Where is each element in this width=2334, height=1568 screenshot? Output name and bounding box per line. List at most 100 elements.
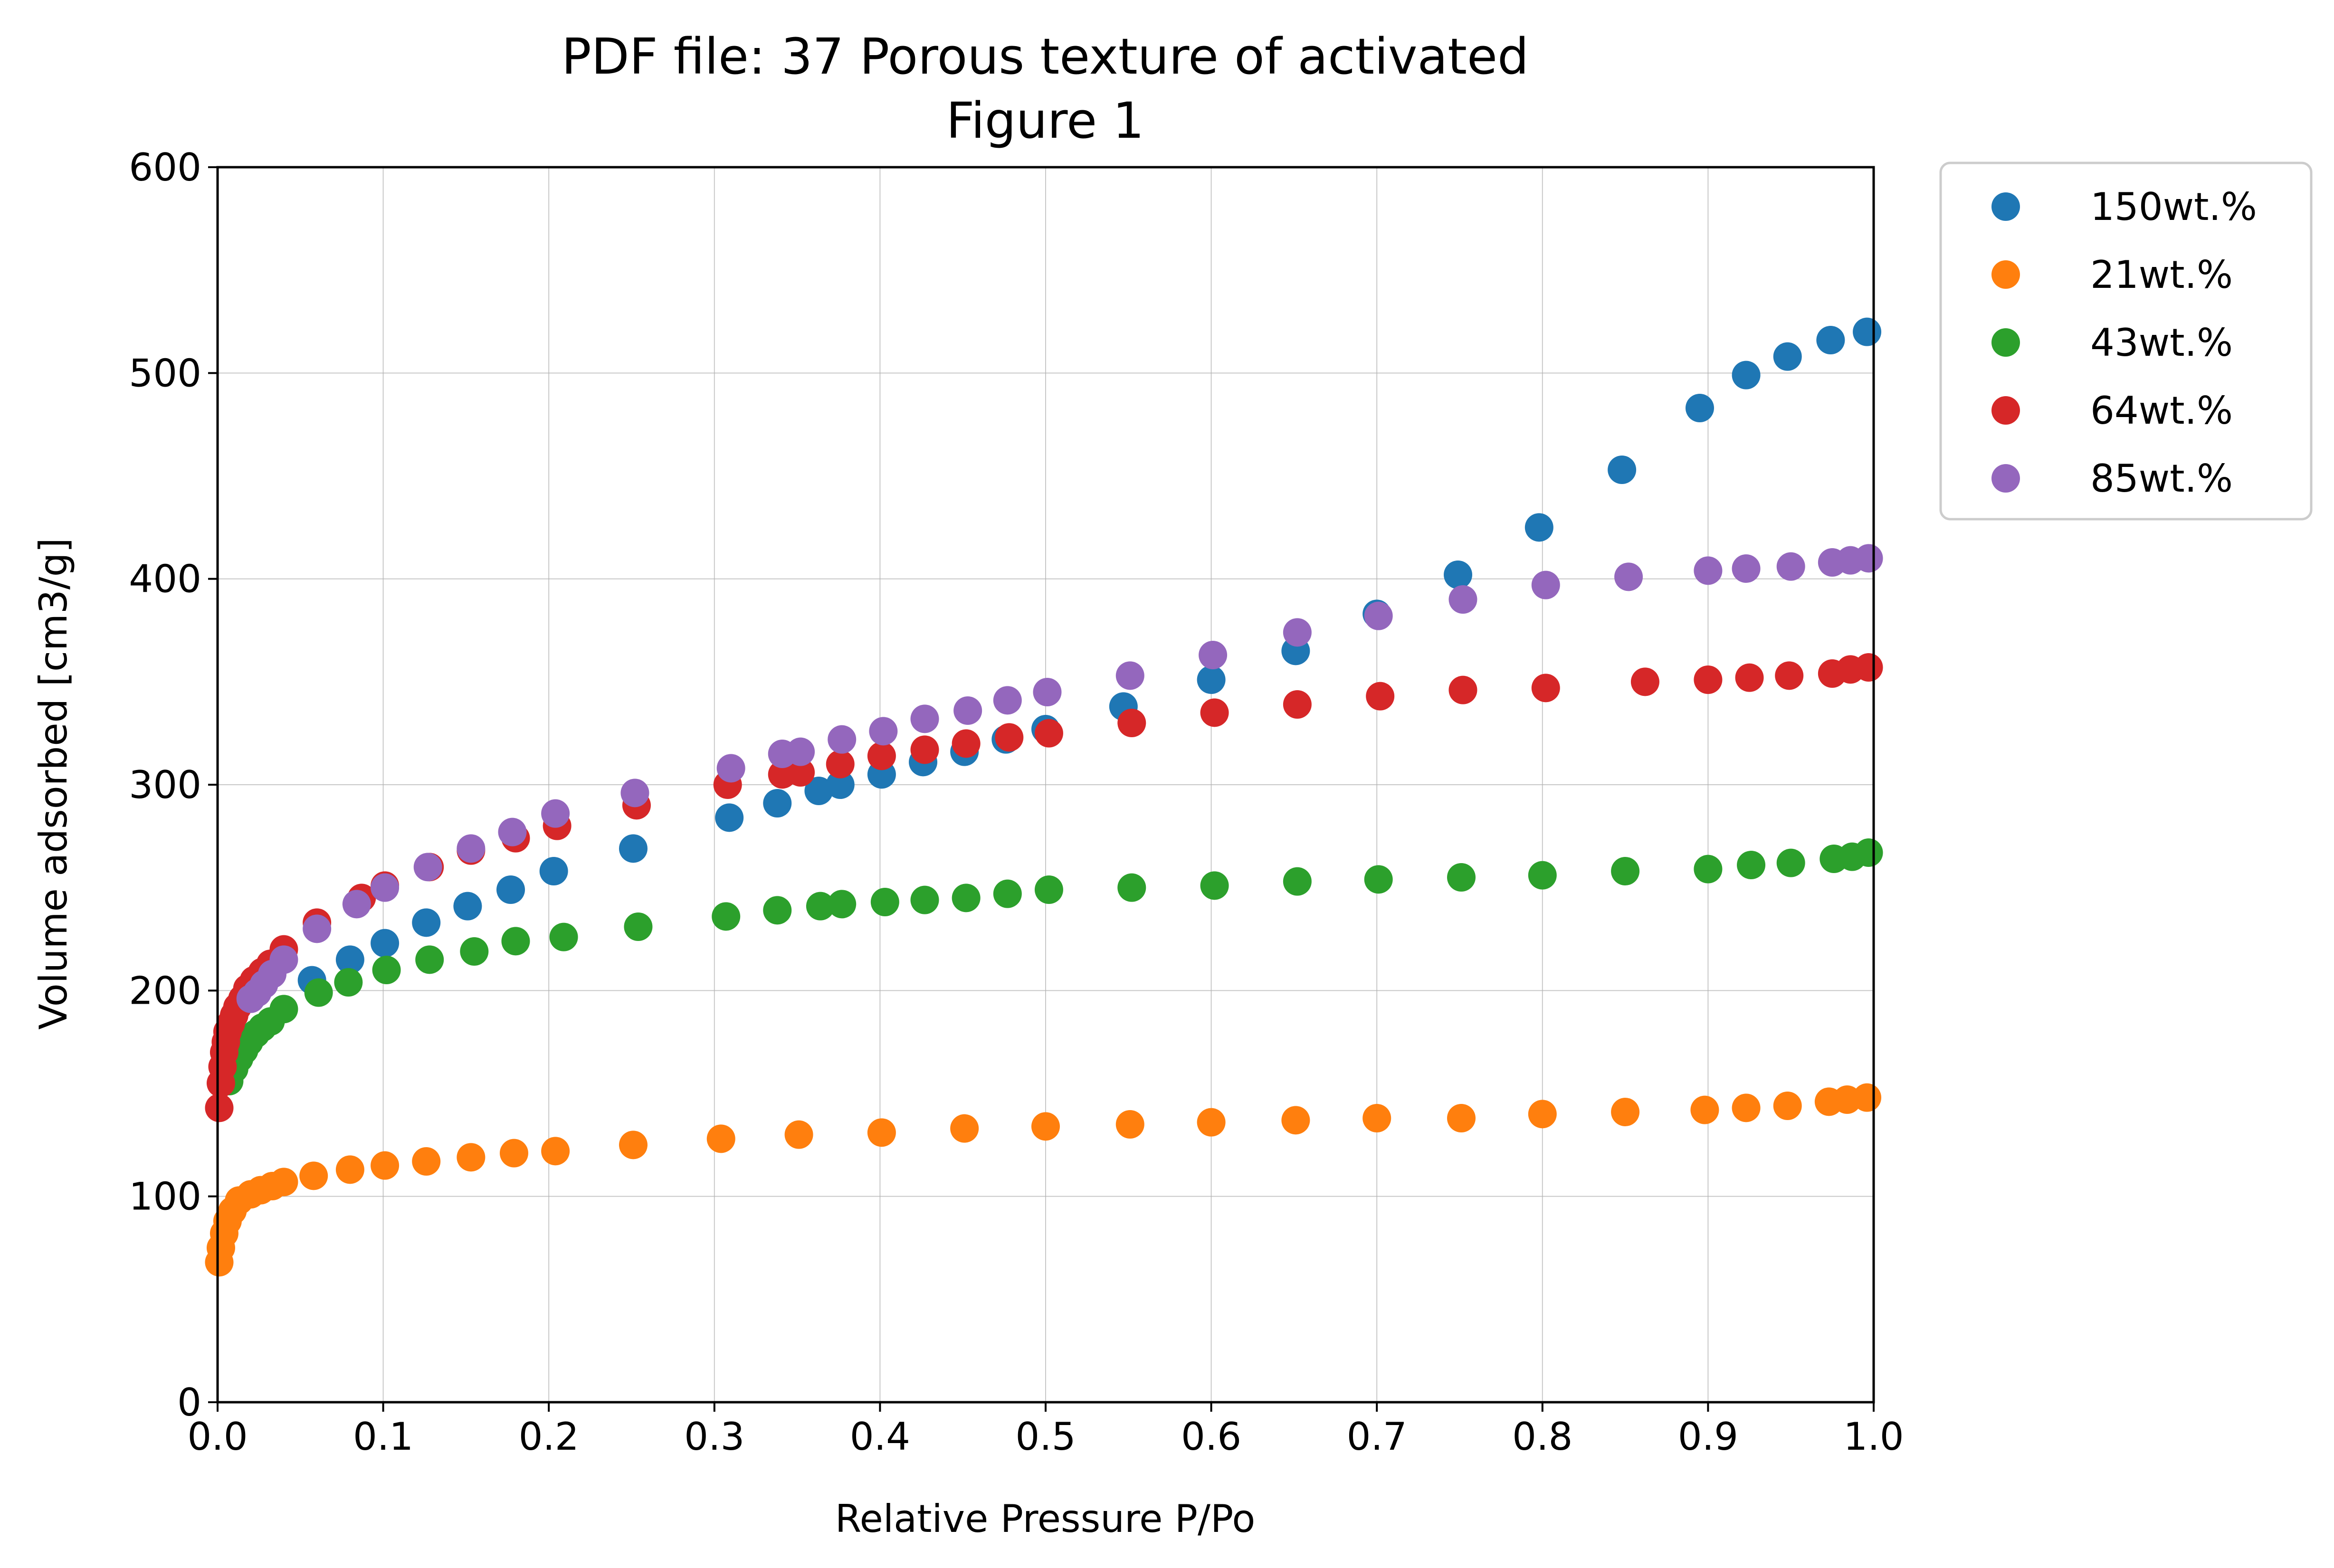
data-point: [412, 1147, 441, 1176]
y-tick-label: 0: [177, 1380, 201, 1425]
data-point: [784, 1120, 813, 1149]
data-point: [993, 879, 1022, 908]
data-point: [1694, 855, 1723, 884]
data-point: [499, 1139, 528, 1168]
legend-label: 43wt.%: [2090, 321, 2233, 365]
data-point: [1773, 1092, 1802, 1120]
data-point: [786, 737, 815, 766]
data-point: [498, 817, 527, 846]
data-point: [269, 995, 298, 1024]
data-point: [371, 1151, 400, 1180]
data-point: [334, 968, 363, 997]
legend-label: 21wt.%: [2090, 253, 2233, 297]
data-point: [1853, 1083, 1882, 1112]
data-point: [303, 914, 332, 943]
data-point: [1444, 561, 1473, 589]
data-point: [1448, 585, 1477, 614]
data-point: [1364, 601, 1393, 630]
legend-label: 150wt.%: [2090, 185, 2257, 229]
data-point: [1611, 1098, 1640, 1126]
data-point: [1776, 848, 1805, 877]
data-point: [1528, 1100, 1557, 1129]
data-point: [1283, 690, 1312, 719]
data-point: [867, 1118, 896, 1147]
data-point: [1611, 857, 1640, 885]
legend-marker: [1991, 192, 2020, 221]
data-point: [299, 1161, 328, 1190]
data-point: [826, 750, 855, 779]
data-point: [1776, 552, 1805, 581]
x-tick-label: 0.9: [1678, 1415, 1738, 1459]
y-tick-label: 300: [129, 763, 201, 807]
data-point: [952, 884, 981, 912]
data-point: [539, 857, 568, 885]
data-point: [1732, 361, 1761, 390]
data-point: [1034, 875, 1063, 904]
x-tick-label: 0.5: [1015, 1415, 1076, 1459]
data-point: [1200, 871, 1229, 900]
data-point: [1117, 873, 1146, 902]
data-point: [763, 789, 792, 817]
legend-marker: [1991, 328, 2020, 357]
x-tick-label: 0.0: [187, 1415, 248, 1459]
data-point: [993, 686, 1022, 715]
data-point: [371, 873, 400, 902]
data-point: [457, 834, 486, 863]
data-point: [1197, 1108, 1226, 1137]
chart-title: PDF file: 37 Porous texture of activated: [562, 28, 1529, 86]
data-point: [342, 890, 371, 919]
data-point: [269, 945, 298, 974]
data-point: [1608, 456, 1637, 484]
series-layer: [205, 317, 1883, 1277]
data-point: [706, 1124, 735, 1153]
data-point: [869, 717, 898, 746]
data-point: [1854, 653, 1883, 682]
y-tick-label: 500: [129, 351, 201, 395]
data-point: [415, 945, 444, 974]
data-point: [1362, 1104, 1391, 1132]
data-point: [1200, 698, 1229, 727]
data-point: [413, 853, 442, 882]
data-point: [1364, 865, 1393, 894]
data-point: [826, 770, 855, 799]
y-tick-label: 200: [129, 969, 201, 1013]
legend-frame: [1939, 162, 2313, 521]
data-point: [1034, 719, 1063, 748]
data-point: [541, 799, 570, 828]
data-point: [371, 929, 400, 958]
data-point: [828, 725, 857, 754]
data-point: [1115, 1110, 1144, 1139]
data-point: [1737, 851, 1766, 879]
data-point: [1630, 667, 1659, 696]
chart-subtitle: Figure 1: [946, 92, 1144, 150]
x-tick-label: 0.7: [1347, 1415, 1407, 1459]
data-point: [1033, 678, 1062, 706]
data-point: [1199, 641, 1228, 669]
data-point: [335, 1155, 364, 1184]
data-point: [624, 912, 653, 941]
data-point: [1524, 513, 1553, 542]
data-point: [335, 945, 364, 974]
series-4: [236, 544, 1883, 1013]
data-point: [1690, 1095, 1719, 1124]
x-tick-label: 1.0: [1843, 1415, 1904, 1459]
x-tick-label: 0.4: [850, 1415, 910, 1459]
data-point: [619, 834, 648, 863]
data-point: [1735, 663, 1764, 692]
data-point: [457, 1143, 486, 1172]
legend-marker: [1991, 396, 2020, 425]
legend: 150wt.% 21wt.% 43wt.% 64wt.% 85wt.%: [1939, 162, 2313, 521]
data-point: [910, 704, 939, 733]
data-point: [870, 888, 899, 916]
data-point: [1283, 867, 1312, 896]
data-point: [1685, 394, 1714, 422]
data-point: [1528, 861, 1557, 890]
plot-area: 0.0 0.1 0.2 0.3 0.4 0.5 0.6 0.7 0.8 0.9 1.0 0 100 200…: [129, 145, 1904, 1459]
data-point: [1732, 1093, 1761, 1122]
x-tick-label: 0.1: [353, 1415, 413, 1459]
data-point: [1816, 326, 1845, 354]
data-point: [501, 927, 530, 956]
data-point: [950, 1114, 979, 1143]
y-axis-label: Volume adsorbed [cm3/g]: [31, 538, 76, 1029]
data-point: [1694, 665, 1723, 694]
